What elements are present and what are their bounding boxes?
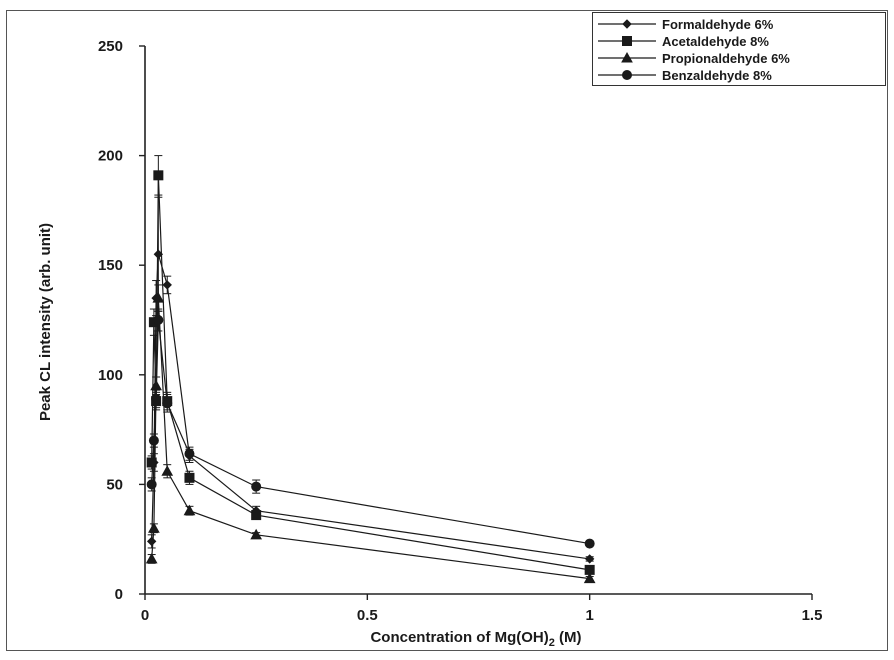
data-point bbox=[145, 552, 158, 564]
y-tick-label: 150 bbox=[98, 257, 123, 274]
series-triangle bbox=[145, 284, 596, 584]
legend-entry: Formaldehyde 6% bbox=[598, 17, 774, 32]
data-point bbox=[184, 472, 195, 483]
data-point bbox=[183, 504, 196, 516]
legend-marker bbox=[622, 36, 632, 46]
legend-marker bbox=[622, 19, 632, 29]
legend: Formaldehyde 6% Acetaldehyde 8% Propionald… bbox=[592, 12, 886, 86]
y-tick-label: 50 bbox=[106, 476, 123, 493]
data-point bbox=[184, 448, 195, 459]
data-point bbox=[153, 315, 164, 325]
legend-label: Acetaldehyde 8% bbox=[662, 34, 769, 49]
legend-label: Propionaldehyde 6% bbox=[662, 51, 790, 66]
data-point bbox=[161, 465, 174, 476]
y-tick-label: 0 bbox=[115, 586, 123, 603]
data-point bbox=[250, 528, 263, 540]
data-point bbox=[583, 572, 596, 584]
data-point bbox=[146, 536, 157, 547]
legend-marker bbox=[622, 70, 632, 80]
data-point bbox=[251, 481, 262, 492]
series-layer bbox=[145, 155, 596, 584]
series-square bbox=[146, 155, 595, 575]
y-tick-label: 250 bbox=[98, 38, 123, 55]
data-point bbox=[584, 554, 595, 564]
y-tick-label: 100 bbox=[98, 367, 123, 384]
data-point bbox=[162, 280, 172, 290]
series-line bbox=[151, 298, 590, 580]
series-line bbox=[151, 175, 590, 571]
data-point bbox=[146, 457, 157, 468]
legend-entry: Propionaldehyde 6% bbox=[598, 51, 790, 66]
x-tick-label: 1 bbox=[585, 607, 593, 624]
data-point bbox=[151, 393, 162, 404]
data-point bbox=[148, 435, 159, 446]
data-point bbox=[153, 170, 164, 181]
legend-entry: Acetaldehyde 8% bbox=[598, 34, 769, 49]
series-diamond bbox=[146, 196, 595, 564]
data-point bbox=[152, 292, 165, 303]
x-tick-label: 1.5 bbox=[802, 607, 823, 624]
series-line bbox=[151, 319, 590, 545]
data-point bbox=[162, 398, 173, 409]
series-line bbox=[151, 254, 590, 560]
figure-border bbox=[6, 10, 888, 651]
legend-marker bbox=[621, 51, 633, 63]
data-point bbox=[148, 522, 160, 533]
data-point bbox=[146, 479, 157, 490]
y-axis-title: Peak CL intensity (arb. unit) bbox=[37, 223, 54, 421]
x-tick-label: 0.5 bbox=[357, 607, 378, 624]
legend-box bbox=[592, 12, 886, 86]
legend-label: Benzaldehyde 8% bbox=[662, 68, 772, 83]
data-point bbox=[584, 538, 595, 549]
x-tick-label: 0 bbox=[141, 607, 149, 624]
legend-entry: Benzaldehyde 8% bbox=[598, 68, 772, 83]
y-tick-label: 200 bbox=[98, 148, 123, 165]
legend-label: Formaldehyde 6% bbox=[662, 17, 774, 32]
axes: 0 50 100 150 200 250 0 0.5 1 1.5 bbox=[98, 38, 822, 624]
series-circle bbox=[146, 308, 595, 549]
x-axis-title: Concentration of Mg(OH)2 (M) bbox=[370, 629, 581, 649]
data-point bbox=[251, 510, 262, 521]
